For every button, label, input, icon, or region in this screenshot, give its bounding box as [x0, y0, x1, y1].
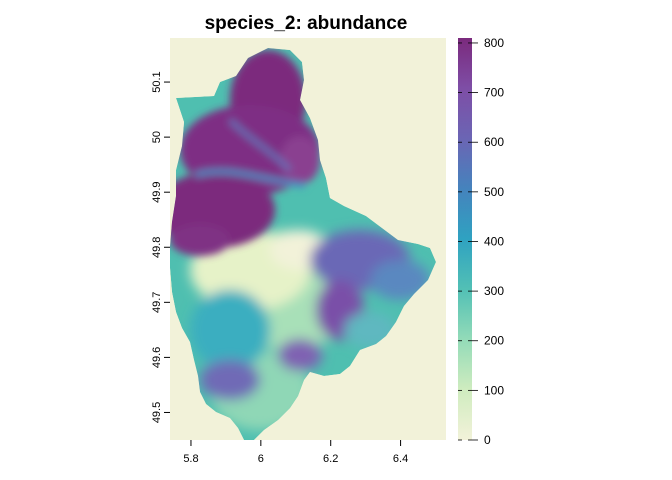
y-axis: 49.5 49.6 49.7 49.8 49.9 50 50.1 — [151, 71, 170, 423]
x-tick-label: 5.8 — [183, 453, 198, 465]
x-tick-label: 6 — [258, 453, 264, 465]
x-tick-label: 6.4 — [393, 453, 408, 465]
legend-label: 800 — [484, 36, 504, 50]
y-tick-label: 49.6 — [151, 347, 163, 368]
legend-label: 0 — [484, 433, 491, 447]
legend-label: 100 — [484, 383, 504, 397]
y-tick-label: 49.7 — [151, 292, 163, 313]
y-tick-label: 49.5 — [151, 402, 163, 423]
y-tick-label: 49.8 — [151, 237, 163, 258]
legend-label: 600 — [484, 135, 504, 149]
y-tick-label: 50.1 — [151, 71, 163, 92]
abundance-raster — [170, 48, 436, 440]
legend-ticks: 800 700 600 500 400 300 200 100 0 — [458, 36, 504, 447]
x-axis: 5.8 6 6.2 6.4 — [183, 440, 408, 465]
x-tick-label: 6.2 — [323, 453, 338, 465]
legend-label: 300 — [484, 284, 504, 298]
legend-label: 400 — [484, 234, 504, 248]
color-legend: 800 700 600 500 400 300 200 100 0 — [458, 36, 504, 447]
legend-colorbar — [458, 38, 472, 440]
legend-label: 200 — [484, 334, 504, 348]
map-title: species_2: abundance — [205, 13, 408, 34]
y-tick-label: 50 — [151, 131, 163, 143]
legend-label: 500 — [484, 185, 504, 199]
legend-label: 700 — [484, 86, 504, 100]
y-tick-label: 49.9 — [151, 181, 163, 202]
